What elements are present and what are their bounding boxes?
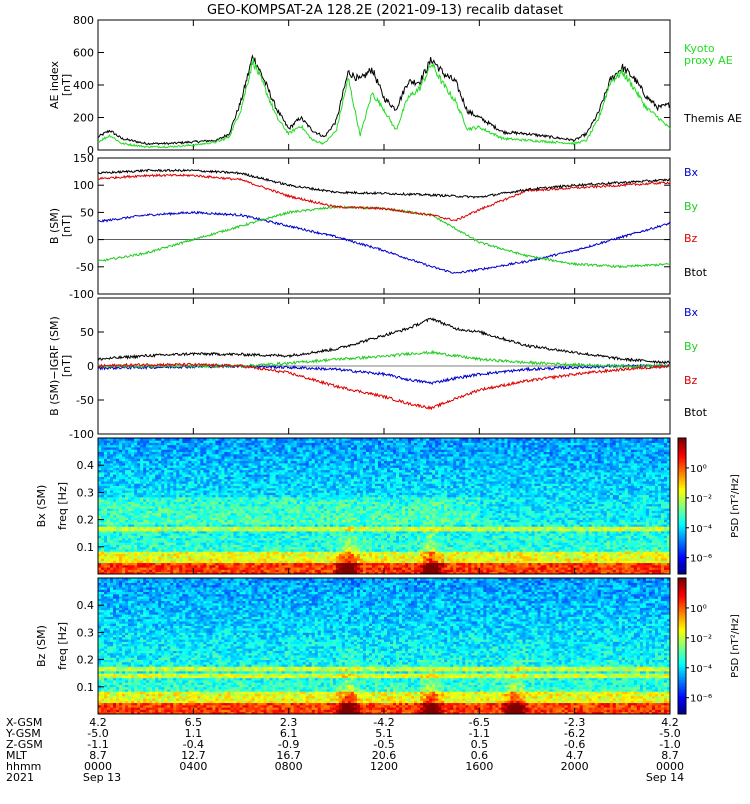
ae-ytick-label: 200 [73, 112, 94, 125]
spec_bx-ylabel: Bx (SM) [35, 485, 48, 528]
ae-legend-proxy-ae: proxy AE [684, 54, 733, 67]
spec_bx-colorbar-tick-label: 10⁻² [690, 494, 712, 505]
bres-ylabel-units: [nT] [60, 355, 73, 377]
bsm-ytick-label: 50 [80, 206, 94, 219]
spec_bx-colorbar-label: PSD [nT²/Hz] [730, 474, 741, 538]
bres-series-bx [98, 365, 670, 385]
bres-legend-btot: Btot [684, 406, 708, 419]
bres-legend-bx: Bx [684, 306, 699, 319]
bsm-legend-bz: Bz [684, 232, 698, 245]
ae-series-themis-ae [98, 56, 670, 145]
spec_bx-ytick-label: 0.1 [77, 541, 95, 554]
spec_bz-colorbar-tick-label: 10⁻⁴ [690, 664, 712, 675]
bsm-ylabel-units: [nT] [60, 215, 73, 237]
ephemeris-start-date: Sep 13 [83, 771, 121, 784]
spec_bz-ylabel: Bz (SM) [35, 625, 48, 667]
bsm-legend-btot: Btot [684, 266, 708, 279]
bsm-ytick-label: -50 [76, 261, 94, 274]
spec_bz-ytick-label: 0.1 [77, 681, 95, 694]
bres-ytick-label: -100 [69, 428, 94, 441]
ae-ytick-label: 600 [73, 47, 94, 60]
spec_bx-ytick-label: 0.3 [77, 486, 95, 499]
spec_bz-ytick-label: 0.3 [77, 626, 95, 639]
bsm-legend-bx: Bx [684, 166, 699, 179]
bres-ytick-label: -50 [76, 394, 94, 407]
spec_bx-colorbar-tick-label: 10⁻⁶ [690, 554, 712, 565]
spec_bz-colorbar-tick-label: 10⁻⁶ [690, 694, 712, 705]
ae-ytick-label: 400 [73, 79, 94, 92]
spec_bz-ylabel-units: freq [Hz] [56, 622, 69, 670]
spec_bx-colorbar [678, 438, 686, 575]
spec_bx-colorbar-tick-label: 10⁰ [690, 464, 707, 475]
spec_bx-ytick-label: 0.4 [77, 459, 95, 472]
spec_bx-heatmap [98, 438, 670, 574]
spec_bz-colorbar-label: PSD [nT²/Hz] [730, 614, 741, 678]
figure-title: GEO-KOMPSAT-2A 128.2E (2021-09-13) recal… [207, 3, 563, 18]
ae-series-kyoto-proxy-ae [98, 58, 670, 147]
bres-ytick-label: 50 [80, 326, 94, 339]
bsm-ytick-label: 150 [73, 152, 94, 165]
bres-legend-bz: Bz [684, 374, 698, 387]
ephemeris-end-date: Sep 14 [646, 771, 684, 784]
spec_bz-ytick-label: 0.2 [77, 654, 95, 667]
spec_bx-colorbar-tick-label: 10⁻⁴ [690, 524, 712, 535]
spec_bx-ylabel-units: freq [Hz] [56, 482, 69, 530]
bres-series-bz [98, 363, 670, 409]
ephemeris-date-row: 2021 Sep 13 Sep 14 [0, 771, 750, 783]
ae-ytick-label: 800 [73, 14, 94, 27]
spec_bz-heatmap [98, 578, 670, 714]
bsm-series-by [98, 206, 670, 267]
spec_bz-colorbar-tick-label: 10⁰ [690, 604, 707, 615]
ae-legend-themis-ae: Themis AE [683, 112, 742, 125]
bsm-ytick-label: -100 [69, 288, 94, 301]
spec_bz-colorbar-tick-label: 10⁻² [690, 634, 712, 645]
spec_bx-ytick-label: 0.2 [77, 514, 95, 527]
bsm-ytick-label: 0 [87, 234, 94, 247]
bsm-ytick-label: 100 [73, 179, 94, 192]
bres-ytick-label: 0 [87, 360, 94, 373]
bres-legend-by: By [684, 340, 699, 353]
ephemeris-year-label: 2021 [6, 771, 34, 784]
bsm-frame [98, 158, 670, 294]
bsm-legend-by: By [684, 200, 699, 213]
bsm-series-bx [98, 212, 670, 274]
ae-ylabel-units: [nT] [60, 74, 73, 96]
ae-frame [98, 20, 670, 150]
spec_bz-ytick-label: 0.4 [77, 599, 95, 612]
spec_bz-colorbar [678, 578, 686, 715]
